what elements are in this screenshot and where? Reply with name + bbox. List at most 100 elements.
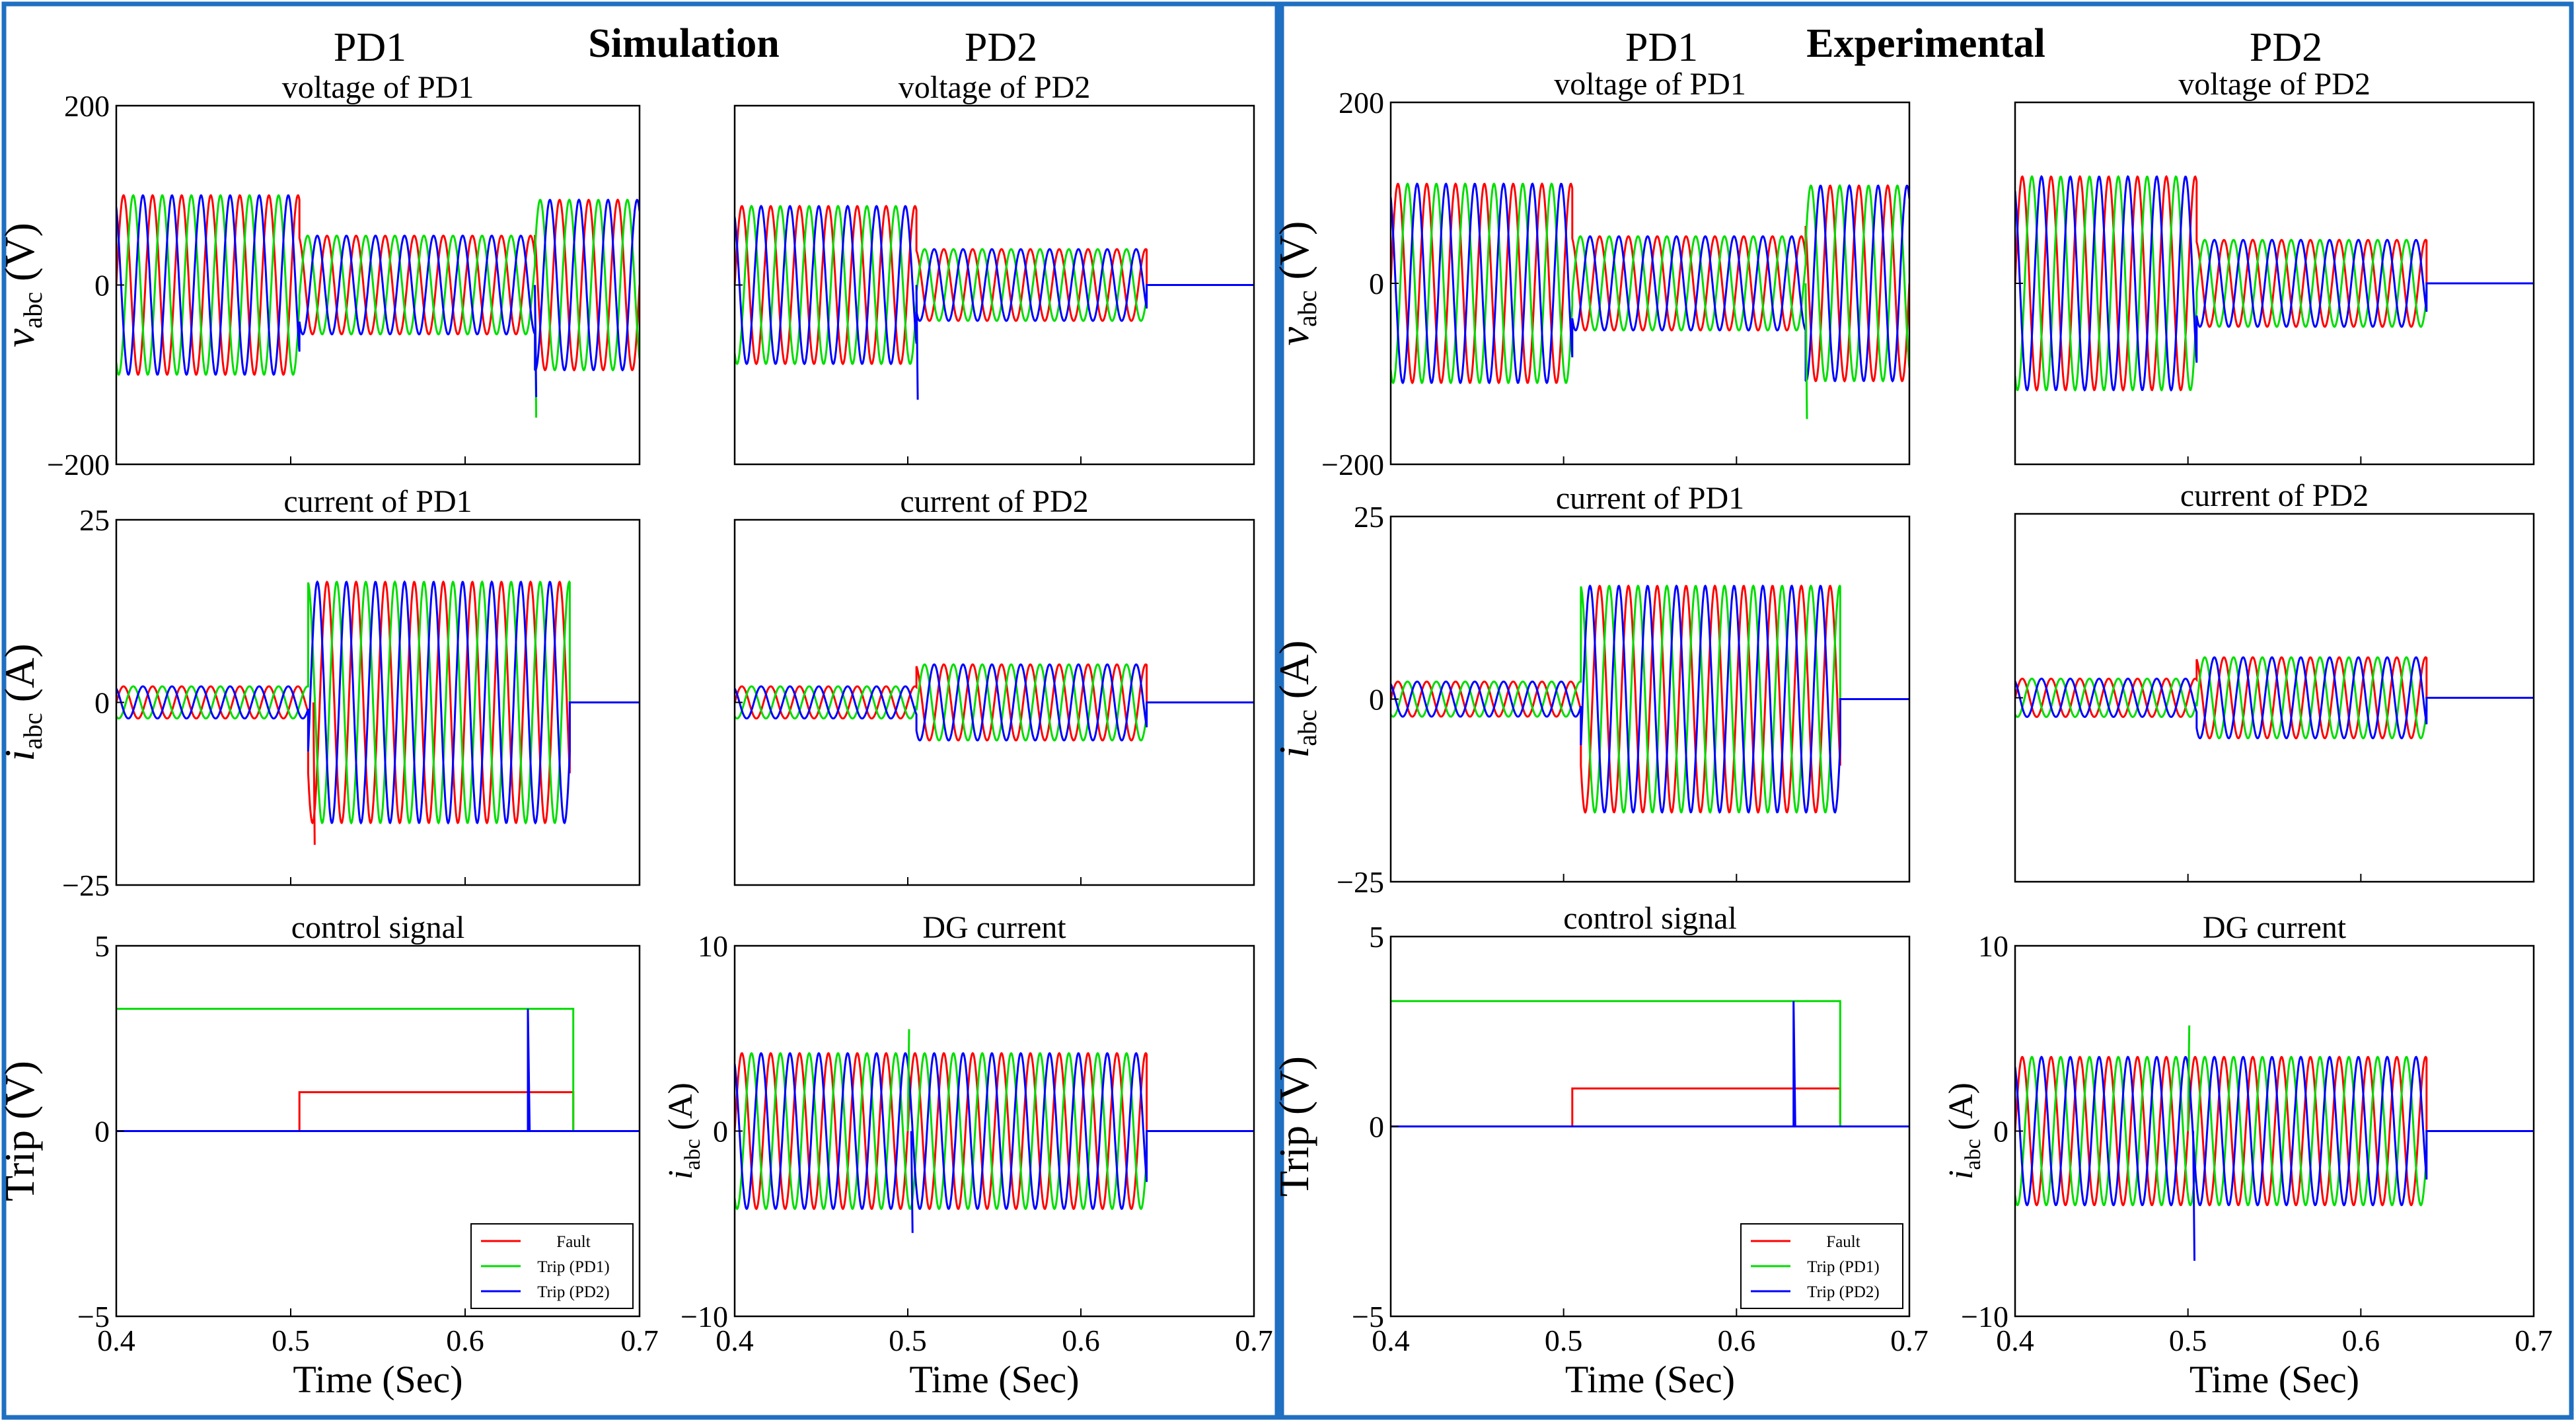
y-axis-label: iabc (A) <box>1942 1083 1985 1180</box>
experimental-frame <box>1279 1 2574 1420</box>
y-label-unit: (A) <box>1270 640 1317 709</box>
simulation-voltage-of-pd2-chart: voltage of PD2 <box>733 70 1255 466</box>
transient-spike <box>1804 283 1808 419</box>
y-tick-label: 10 <box>1978 929 2008 963</box>
y-label-symbol: i <box>0 750 43 762</box>
legend-label: Trip (PD1) <box>537 1258 610 1276</box>
experimental-title: Experimental <box>1806 21 2045 66</box>
series-line-phase-a <box>1391 584 1909 814</box>
transient-spike <box>915 285 919 400</box>
x-tick-label: 0.5 <box>2169 1324 2207 1357</box>
series-line-phase-b <box>2015 175 2534 392</box>
x-tick-label: 0.6 <box>446 1324 484 1357</box>
series-line-phase-b <box>735 1051 1254 1211</box>
y-label-symbol: v <box>1270 326 1317 345</box>
plot-area <box>735 663 1254 742</box>
y-tick-label: 0 <box>94 686 110 720</box>
exp-col-title-pd2: PD2 <box>2250 25 2322 70</box>
y-label-unit: (A) <box>0 643 43 713</box>
y-label-subscript: abc <box>18 292 48 329</box>
y-label-subscript: abc <box>1292 709 1322 746</box>
chart-title: current of PD1 <box>1556 481 1744 516</box>
y-tick-label: −200 <box>47 448 110 481</box>
series-line-phase-b <box>116 580 640 825</box>
series-line-phase-c <box>116 194 640 376</box>
y-tick-label: 0 <box>1993 1115 2008 1149</box>
series-line-phase-a <box>1391 182 1909 384</box>
y-tick-label: 200 <box>64 89 110 123</box>
y-label-unit: (V) <box>1270 221 1317 291</box>
plot-area <box>116 194 640 418</box>
legend-label: Fault <box>556 1233 590 1251</box>
x-tick-label: 0.7 <box>620 1324 659 1357</box>
transient-spike <box>910 1131 914 1233</box>
series-line-phase-a <box>116 194 640 376</box>
y-label-symbol: i <box>662 1170 700 1179</box>
y-label-subscript: abc <box>1292 290 1322 327</box>
sim-col-title-pd1: PD1 <box>334 25 406 70</box>
series-line-phase-c <box>2015 175 2534 392</box>
y-tick-label: −200 <box>1321 448 1384 481</box>
chart-title: voltage of PD2 <box>2178 67 2371 102</box>
y-axis-label: iabc (A) <box>0 643 48 761</box>
plot-area <box>735 204 1254 400</box>
y-tick-label: 0 <box>1369 683 1384 717</box>
plot-area <box>1391 182 1909 419</box>
y-tick-label: 25 <box>79 503 110 537</box>
transient-spike <box>2192 1131 2196 1261</box>
plot-area <box>116 580 640 845</box>
experimental-current-of-pd1-chart: current of PD1 −25 0 25 iabc (A) <box>1270 481 1911 899</box>
legend-label: Trip (PD2) <box>1807 1283 1880 1301</box>
x-axis-label: Time (Sec) <box>1565 1358 1735 1401</box>
plot-area <box>2015 1025 2534 1261</box>
y-tick-label: −5 <box>1352 1300 1384 1333</box>
series-line-phase-b <box>735 663 1254 742</box>
x-tick-label: 0.7 <box>1235 1324 1273 1357</box>
x-tick-label: 0.5 <box>272 1324 310 1357</box>
series-line-phase-b <box>1391 584 1909 814</box>
series-line-phase-a <box>116 580 640 825</box>
y-tick-label: −25 <box>1337 865 1384 899</box>
y-tick-label: −25 <box>62 869 110 902</box>
series-line-phase-b <box>735 204 1254 366</box>
x-tick-label: 0.7 <box>1890 1324 1929 1357</box>
simulation-frame <box>1 1 1280 1420</box>
chart-title: voltage of PD1 <box>1554 67 1746 102</box>
chart-title: voltage of PD1 <box>282 70 474 105</box>
series-line-phase-c <box>116 580 640 825</box>
y-label-symbol: i <box>1270 746 1317 758</box>
y-tick-label: 200 <box>1339 86 1384 120</box>
series-line-phase-c <box>2015 656 2534 740</box>
transient-spike <box>534 285 538 398</box>
experimental-dg-current-chart: DG current −10 0 10 0.4 0.5 0.6 0.7 Time (Sec) ia… <box>1942 910 2553 1401</box>
y-tick-label: −10 <box>1961 1300 2008 1333</box>
transient-spike <box>906 1029 910 1131</box>
chart-title: DG current <box>922 910 1066 945</box>
x-tick-label: 0.6 <box>1062 1324 1100 1357</box>
transient-spike <box>312 702 316 845</box>
y-tick-label: −10 <box>681 1300 728 1333</box>
x-tick-label: 0.6 <box>2342 1324 2380 1357</box>
legend-label: Fault <box>1826 1233 1860 1251</box>
y-axis-label: iabc (A) <box>1270 640 1322 758</box>
y-axis-label: vabc (V) <box>1270 221 1322 346</box>
experimental-control-signal-chart: Fault Trip (PD1) Trip (PD2) control signal −… <box>1270 901 1929 1401</box>
y-tick-label: 5 <box>1369 920 1384 954</box>
chart-title: current of PD2 <box>2180 478 2369 513</box>
series-line-phase-b <box>2015 656 2534 740</box>
simulation-title: Simulation <box>588 21 779 66</box>
x-axis-label: Time (Sec) <box>2190 1358 2359 1401</box>
x-tick-label: 0.4 <box>1372 1324 1410 1357</box>
y-axis-label: vabc (V) <box>0 223 48 347</box>
y-tick-label: 25 <box>1354 500 1384 534</box>
series-line-phase-c <box>2015 1055 2534 1207</box>
y-label-symbol: v <box>0 328 43 347</box>
y-tick-label: 0 <box>1369 267 1384 301</box>
y-tick-label: 10 <box>698 929 728 963</box>
sim-col-title-pd2: PD2 <box>965 25 1037 70</box>
plot-area <box>1391 1000 1909 1127</box>
simulation-voltage-of-pd1-chart: voltage of PD1 −200 0 200 vabc (V) <box>0 70 641 481</box>
simulation-dg-current-chart: DG current −10 0 10 0.4 0.5 0.6 0.7 Time (Sec) ia… <box>662 910 1273 1401</box>
experimental-voltage-of-pd2-chart: voltage of PD2 <box>2014 67 2535 466</box>
y-tick-label: 0 <box>1369 1110 1384 1144</box>
